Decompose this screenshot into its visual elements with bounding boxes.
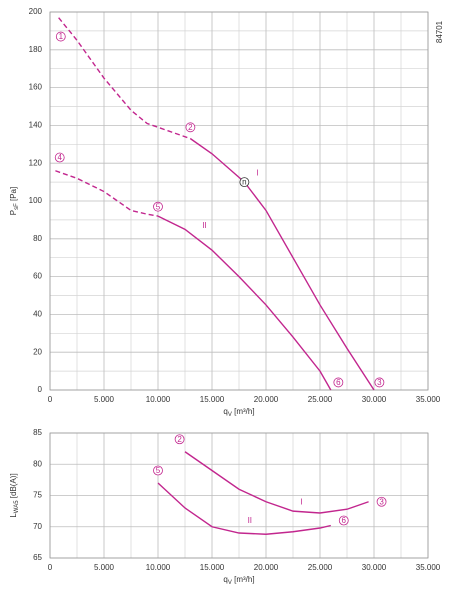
- x-tick-label: 5.000: [94, 563, 115, 572]
- x-axis-label: qV [m³/h]: [223, 407, 254, 417]
- label-sub: sF: [14, 203, 20, 210]
- label-sub: V: [228, 412, 232, 418]
- annotation-circle: [376, 496, 387, 507]
- line: [184, 451, 369, 514]
- annotation-circle: [174, 434, 185, 445]
- x-tick-label: 0: [48, 395, 53, 404]
- y-tick-label: 40: [33, 310, 42, 319]
- annotation-circle: [185, 122, 196, 133]
- annotation-circle: [54, 152, 65, 163]
- x-axis-label: qV [m³/h]: [223, 575, 254, 585]
- annotation: 3: [377, 378, 382, 387]
- annotation: n: [242, 178, 246, 187]
- y-tick-label: 80: [33, 234, 42, 243]
- annotation: 1: [59, 32, 64, 41]
- y-tick-label: 180: [29, 45, 43, 54]
- annotation: 2: [188, 123, 193, 132]
- label-unit: [m³/h]: [232, 575, 255, 584]
- annotation-circle: [239, 177, 250, 188]
- plot-frame: [49, 432, 429, 559]
- annotation: 5: [156, 466, 161, 475]
- x-tick-label: 20.000: [254, 563, 279, 572]
- label-main: q: [223, 575, 227, 584]
- annotation: I: [301, 497, 303, 506]
- x-tick-label: 15.000: [200, 395, 225, 404]
- y-tick-label: 80: [33, 459, 42, 468]
- line: [189, 138, 375, 391]
- label-main: P: [9, 210, 18, 215]
- x-tick-label: 30.000: [362, 395, 387, 404]
- y-tick-label: 200: [29, 7, 43, 16]
- y-tick-label: 20: [33, 347, 42, 356]
- x-tick-label: 25.000: [308, 563, 333, 572]
- annotation-circle: [153, 465, 163, 476]
- label-sub: WA5: [14, 500, 20, 513]
- drawing-id: 84701: [435, 20, 444, 43]
- y-tick-label: 0: [38, 385, 43, 394]
- y-tick-label: 140: [29, 121, 43, 130]
- annotation-circle: [338, 515, 349, 526]
- line: [55, 170, 159, 217]
- annotation-circle: [55, 31, 66, 42]
- annotation: 6: [342, 516, 347, 525]
- line: [157, 482, 331, 535]
- x-tick-label: 15.000: [200, 563, 225, 572]
- y-tick-label: 70: [33, 522, 42, 531]
- label-unit: [dB(A)]: [9, 473, 18, 500]
- y-axis-label: PsF [Pa]: [9, 187, 19, 215]
- x-tick-label: 35.000: [416, 563, 441, 572]
- x-tick-label: 35.000: [416, 395, 441, 404]
- annotation: I: [256, 168, 258, 177]
- annotation: 5: [156, 202, 161, 211]
- label-sub: V: [228, 580, 232, 586]
- y-tick-label: 160: [29, 83, 43, 92]
- plot-frame: [49, 11, 429, 391]
- annotation: II: [248, 516, 252, 525]
- label-main: L: [9, 513, 18, 518]
- x-tick-label: 20.000: [254, 395, 279, 404]
- label-unit: [Pa]: [9, 187, 18, 203]
- annotation: II: [202, 221, 206, 230]
- x-tick-label: 0: [48, 563, 53, 572]
- line: [157, 215, 332, 391]
- label-unit: [m³/h]: [232, 407, 255, 416]
- y-tick-label: 100: [29, 196, 43, 205]
- label-main: q: [223, 407, 227, 416]
- x-tick-label: 10.000: [146, 563, 171, 572]
- annotation-circle: [333, 377, 344, 388]
- y-tick-label: 65: [33, 553, 42, 562]
- y-tick-label: 60: [33, 272, 42, 281]
- annotation: 6: [336, 378, 341, 387]
- y-tick-label: 85: [33, 428, 42, 437]
- x-tick-label: 30.000: [362, 563, 387, 572]
- y-tick-label: 75: [33, 491, 42, 500]
- x-tick-label: 5.000: [94, 395, 115, 404]
- annotation: 3: [379, 497, 384, 506]
- line: [58, 17, 191, 140]
- y-axis-label: LWA5 [dB(A)]: [9, 473, 19, 517]
- x-tick-label: 10.000: [146, 395, 171, 404]
- annotation: 4: [57, 153, 62, 162]
- annotation: 2: [177, 435, 182, 444]
- annotation-circle: [374, 377, 385, 388]
- annotation-circle: [153, 201, 163, 212]
- x-tick-label: 25.000: [308, 395, 333, 404]
- y-tick-label: 120: [29, 158, 43, 167]
